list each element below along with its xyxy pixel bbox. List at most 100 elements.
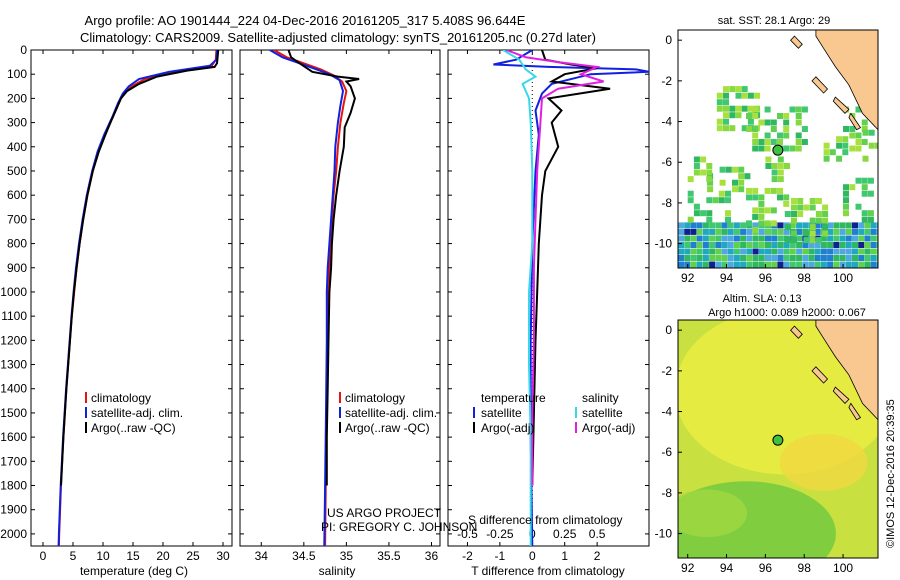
sst-pixel <box>771 228 778 235</box>
sst-pixel <box>845 222 852 229</box>
sst-pixel <box>706 169 713 176</box>
sst-pixel <box>747 118 754 125</box>
sst-pixel <box>809 230 816 237</box>
sst-pixel <box>716 118 723 125</box>
sst-pixel <box>864 235 871 242</box>
sst-pixel <box>809 217 816 224</box>
sst-pixel <box>796 248 803 255</box>
salinity-legend: climatology satellite-adj. clim. Argo(..… <box>339 391 437 435</box>
sst-pixel <box>706 210 713 217</box>
sst-pixel <box>843 126 849 132</box>
x-tick-label: 20 <box>156 549 170 563</box>
sst-pixel <box>746 187 752 194</box>
sst-pixel <box>784 163 790 169</box>
sst-pixel <box>849 132 856 139</box>
x-tick-label: 0 <box>40 549 47 563</box>
map-frame <box>677 29 879 269</box>
sst-pixel <box>771 235 778 242</box>
sst-pixel <box>696 248 703 255</box>
depth-tick-label: 1500 <box>0 406 27 420</box>
sst-pixel <box>771 261 778 268</box>
sst-pixel <box>690 242 697 248</box>
sst-pixel <box>684 242 691 248</box>
sst-pixel <box>712 197 719 204</box>
island <box>790 35 803 49</box>
sst-pixel <box>864 228 871 235</box>
sst-pixel <box>864 242 871 248</box>
sst-pixel <box>764 187 771 194</box>
sst-pixel <box>727 248 734 255</box>
sst-pixel <box>802 242 809 248</box>
sst-pixel <box>791 217 797 224</box>
sst-pixel <box>822 230 829 237</box>
sst-pixel <box>740 222 747 229</box>
sst-pixel <box>716 92 723 99</box>
sst-pixel <box>784 237 791 244</box>
island <box>811 366 829 384</box>
sst-pixel <box>814 248 821 255</box>
sst-pixel <box>783 248 790 255</box>
sst-pixel <box>752 126 759 132</box>
sst-pixel <box>789 106 796 113</box>
sst-pixel <box>791 237 797 244</box>
sst-pixel <box>738 166 745 173</box>
lat-tick-label: -10 <box>655 527 673 541</box>
sst-pixel <box>777 139 783 145</box>
sst-pixel <box>693 203 700 210</box>
sst-pixel <box>765 235 771 242</box>
sst-pixel <box>867 177 874 184</box>
sst-pixel <box>752 139 759 145</box>
sst-pixel <box>777 261 784 268</box>
sst-pixel <box>758 213 765 220</box>
sst-pixel <box>823 149 830 156</box>
legend-satellite-adj: satellite-adj. clim. <box>91 406 183 420</box>
sst-pixel <box>836 136 843 143</box>
sst-pixel <box>876 255 878 261</box>
sst-pixel <box>709 242 716 248</box>
sst-pixel <box>696 261 703 268</box>
sst-pixel <box>678 235 684 242</box>
float-position-marker <box>772 144 784 156</box>
title-line-1: Argo profile: AO 1901444_224 04-Dec-2016… <box>85 13 526 28</box>
sst-pixel <box>740 228 747 235</box>
sst-pixel <box>861 184 868 191</box>
sst-pixel <box>789 145 796 152</box>
salinity-panel: 34 34.5 35 35.5 36 <box>239 49 441 563</box>
sst-pixel <box>721 255 728 261</box>
lat-tick-label: -2 <box>661 364 672 378</box>
depth-tick-label: 900 <box>7 261 27 275</box>
sst-pixel <box>735 86 742 93</box>
sst-pixel <box>829 149 836 156</box>
sst-pixel <box>771 163 778 169</box>
sst-pixel <box>746 220 752 227</box>
sst-pixel <box>814 242 821 248</box>
sst-pixel <box>833 235 840 242</box>
sst-pixel <box>721 242 728 248</box>
sst-pixel <box>820 248 827 255</box>
sst-pixel <box>839 255 846 261</box>
sst-pixel <box>796 242 803 248</box>
sst-pixel <box>758 145 765 152</box>
sst-pixel <box>820 255 827 261</box>
sst-pixel <box>740 242 747 248</box>
sst-pixel <box>777 169 784 176</box>
sst-pixel <box>827 255 834 261</box>
sst-pixel <box>864 261 871 268</box>
sst-pixel <box>784 211 791 217</box>
sst-pixel <box>777 228 784 235</box>
land-sumatra <box>815 30 878 131</box>
sst-pixel <box>852 228 858 235</box>
sst-pixel <box>797 204 804 211</box>
sst-pixel <box>836 155 843 162</box>
imos-credit: ©IMOS 12-Dec-2016 20:39:35 <box>885 399 897 548</box>
sst-pixel <box>858 261 865 268</box>
sst-pixel <box>827 235 834 242</box>
sst-pixel <box>723 86 729 93</box>
sst-pixel <box>814 222 821 229</box>
sst-pixel <box>764 119 771 126</box>
s-difference-label: S difference from climatology <box>468 513 623 527</box>
sst-pixel <box>864 255 871 261</box>
sst-pixel <box>687 197 694 204</box>
lat-tick-label: -4 <box>661 115 672 129</box>
sst-pixel <box>808 242 815 248</box>
